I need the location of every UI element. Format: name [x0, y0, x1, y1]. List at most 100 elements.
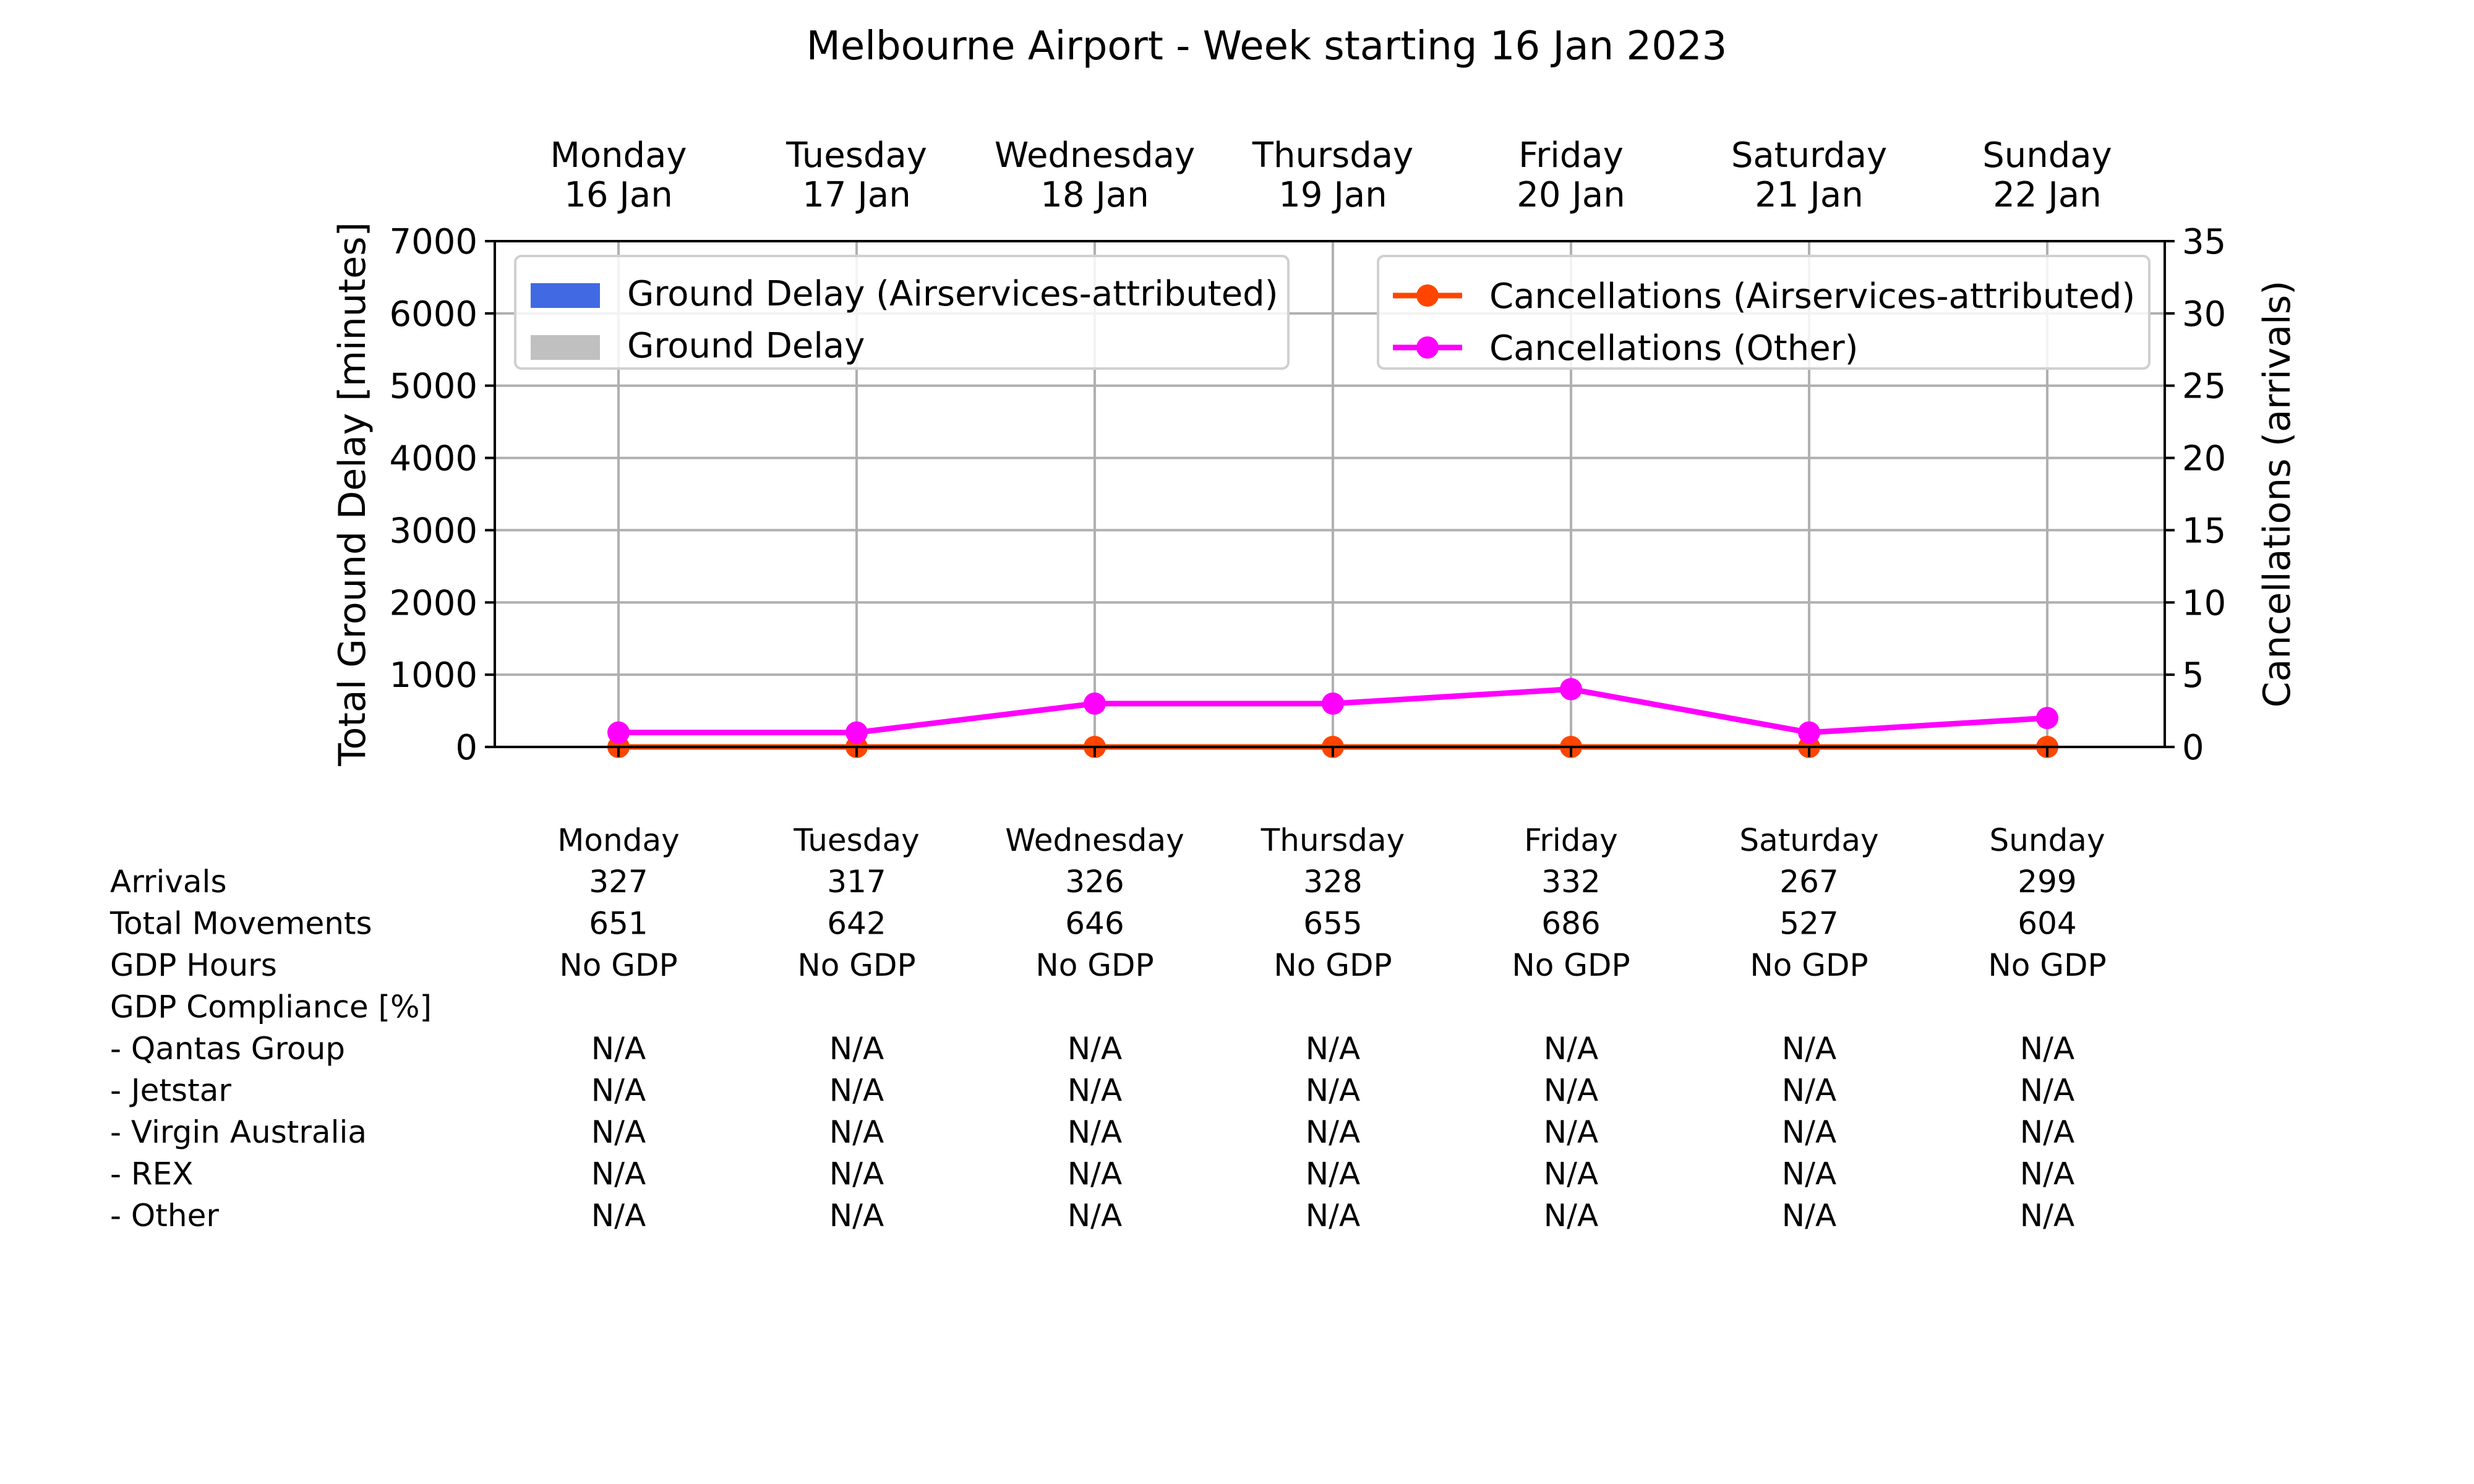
day-name: Thursday — [1252, 135, 1413, 176]
day-name: Tuesday — [785, 135, 927, 176]
table-cell: 642 — [827, 906, 886, 942]
table-cell: N/A — [829, 1031, 884, 1067]
table-cell: 651 — [589, 906, 648, 942]
legend-label: Cancellations (Other) — [1489, 328, 1859, 369]
table-header: Friday — [1524, 822, 1618, 858]
right-axis-label: Cancellations (arrivals) — [2256, 281, 2299, 708]
table-cell: N/A — [829, 1198, 884, 1234]
table-cell: No GDP — [1512, 947, 1630, 983]
table-cell: 527 — [1779, 906, 1838, 942]
right-tick-label: 5 — [2182, 655, 2204, 696]
point-1-2 — [1084, 692, 1106, 715]
table-cell: N/A — [829, 1114, 884, 1150]
table-cell: N/A — [2020, 1031, 2074, 1067]
chart-title: Melbourne Airport - Week starting 16 Jan… — [807, 23, 1727, 69]
right-tick-label: 35 — [2182, 222, 2226, 262]
legend-label: Ground Delay — [627, 326, 865, 366]
day-labels: Monday 16 Jan Tuesday 17 Jan Wednesday 18 Jan… — [550, 135, 2112, 215]
legend-marker — [1416, 336, 1439, 359]
left-tick-label: 1000 — [389, 655, 477, 696]
table-header: Monday — [557, 822, 679, 858]
table-cell: N/A — [591, 1031, 646, 1067]
day-label-thursday: Thursday 19 Jan — [1252, 135, 1413, 215]
point-1-6 — [2036, 707, 2058, 730]
table-header: Wednesday — [1005, 822, 1184, 858]
legend-cancellations: Cancellations (Airservices-attributed) Ca… — [1377, 255, 2151, 370]
point-1-4 — [1560, 678, 1582, 701]
table-cell: N/A — [1782, 1156, 1836, 1192]
table-row-label: - Other — [110, 1198, 219, 1234]
table-cell: N/A — [591, 1198, 646, 1234]
day-label-sunday: Sunday 22 Jan — [1982, 135, 2112, 215]
left-tick-label: 7000 — [389, 222, 477, 262]
table-cell: 326 — [1065, 864, 1124, 900]
table-cell: N/A — [1306, 1073, 1360, 1109]
right-tick-label: 10 — [2182, 583, 2226, 623]
legend-left-frame — [514, 255, 1290, 370]
legend-label: Ground Delay (Airservices-attributed) — [627, 274, 1278, 314]
table-cell: N/A — [829, 1156, 884, 1192]
table-cell: N/A — [1544, 1114, 1598, 1150]
day-date: 20 Jan — [1517, 175, 1625, 215]
table-cell: N/A — [1544, 1073, 1598, 1109]
day-date: 16 Jan — [564, 175, 672, 215]
table-cell: N/A — [2020, 1156, 2074, 1192]
table-cell: No GDP — [1988, 947, 2106, 983]
legend-ground-delay: Ground Delay (Airservices-attributed) Gro… — [514, 255, 1290, 370]
table-cell: N/A — [591, 1156, 646, 1192]
table-cell: No GDP — [1035, 947, 1154, 983]
day-name: Monday — [550, 135, 687, 176]
day-label-monday: Monday 16 Jan — [550, 135, 687, 215]
day-label-tuesday: Tuesday 17 Jan — [785, 135, 927, 215]
table-cell: N/A — [1068, 1031, 1122, 1067]
table-cell: N/A — [1544, 1031, 1598, 1067]
table-cell: N/A — [1306, 1198, 1360, 1234]
table-cell: 604 — [2018, 906, 2076, 942]
table-row-label: - REX — [110, 1156, 194, 1192]
table-row-label: Arrivals — [110, 864, 227, 900]
table-cell: 267 — [1779, 864, 1838, 900]
table-row-label: Total Movements — [109, 906, 372, 942]
legend-swatch — [531, 335, 600, 360]
left-tick-label: 2000 — [389, 583, 477, 623]
table-cell: N/A — [591, 1114, 646, 1150]
table-cell: 655 — [1303, 906, 1362, 942]
table-cell: N/A — [829, 1073, 884, 1109]
table-cell: N/A — [1544, 1198, 1598, 1234]
point-1-0 — [607, 721, 630, 744]
table-header: Tuesday — [793, 822, 919, 858]
table-cell: 328 — [1303, 864, 1362, 900]
table-cell: N/A — [1068, 1198, 1122, 1234]
table-cell: No GDP — [559, 947, 677, 983]
right-axis-ticks: 0 5 10 15 20 25 30 35 — [2165, 222, 2226, 768]
day-name: Friday — [1518, 135, 1624, 176]
table-cell: 686 — [1541, 906, 1600, 942]
left-tick-label: 0 — [455, 728, 477, 768]
left-axis-ticks: 0 1000 2000 3000 4000 5000 6000 7000 — [389, 222, 2048, 768]
table-cell: N/A — [1782, 1073, 1836, 1109]
day-name: Wednesday — [995, 135, 1195, 176]
table-cell: N/A — [1782, 1114, 1836, 1150]
table-row-label: - Jetstar — [110, 1073, 231, 1109]
table-row-label: - Virgin Australia — [110, 1114, 367, 1150]
day-date: 22 Jan — [1993, 175, 2101, 215]
right-tick-label: 20 — [2182, 439, 2226, 479]
legend-label: Cancellations (Airservices-attributed) — [1489, 276, 2135, 317]
table-cell: No GDP — [797, 947, 915, 983]
table-header: Saturday — [1739, 822, 1878, 858]
table-cell: N/A — [1306, 1031, 1360, 1067]
summary-table: Monday Tuesday Wednesday Thursday Friday Satu… — [109, 822, 2107, 1234]
left-tick-label: 3000 — [389, 511, 477, 551]
left-tick-label: 4000 — [389, 439, 477, 479]
table-row-label: - Qantas Group — [110, 1031, 345, 1067]
day-date: 17 Jan — [802, 175, 910, 215]
day-label-wednesday: Wednesday 18 Jan — [995, 135, 1195, 215]
table-header: Thursday — [1261, 822, 1405, 858]
table-cell: 299 — [2018, 864, 2076, 900]
point-1-5 — [1798, 721, 1820, 744]
table-row-label: GDP Compliance [%] — [110, 989, 432, 1025]
table-cell: No GDP — [1273, 947, 1392, 983]
table-cell: 332 — [1541, 864, 1600, 900]
table-cell: N/A — [1782, 1031, 1836, 1067]
table-cell: N/A — [2020, 1114, 2074, 1150]
